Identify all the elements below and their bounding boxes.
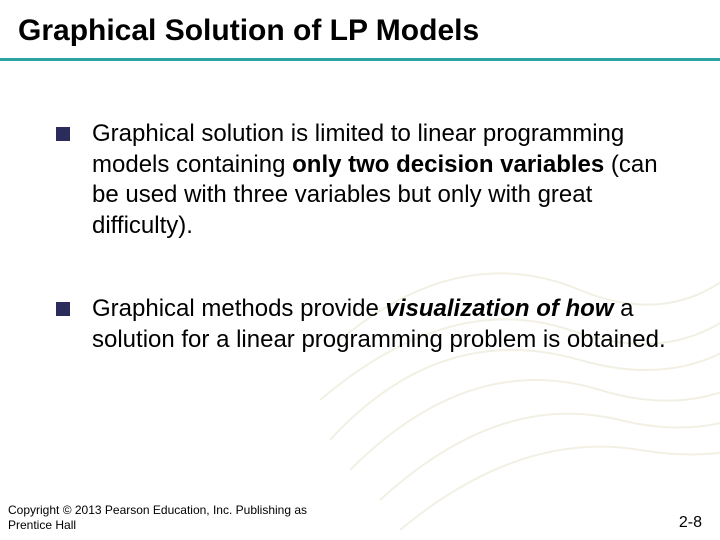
- bullet-item: Graphical methods provide visualization …: [56, 294, 684, 355]
- text-segment: Graphical methods provide: [92, 295, 385, 322]
- text-strong: only two decision variables: [292, 151, 604, 178]
- slide: Graphical Solution of LP Models Graphica…: [0, 0, 720, 540]
- square-bullet-icon: [56, 127, 70, 141]
- square-bullet-icon: [56, 302, 70, 316]
- bullet-text: Graphical solution is limited to linear …: [92, 119, 684, 242]
- slide-footer: Copyright © 2013 Pearson Education, Inc.…: [0, 503, 720, 540]
- text-strong-italic: visualization of how: [385, 295, 613, 322]
- slide-title: Graphical Solution of LP Models: [0, 0, 720, 58]
- bullet-item: Graphical solution is limited to linear …: [56, 119, 684, 242]
- slide-body: Graphical solution is limited to linear …: [0, 61, 720, 355]
- bullet-text: Graphical methods provide visualization …: [92, 294, 684, 355]
- page-number: 2-8: [679, 514, 702, 532]
- copyright-text: Copyright © 2013 Pearson Education, Inc.…: [8, 503, 328, 532]
